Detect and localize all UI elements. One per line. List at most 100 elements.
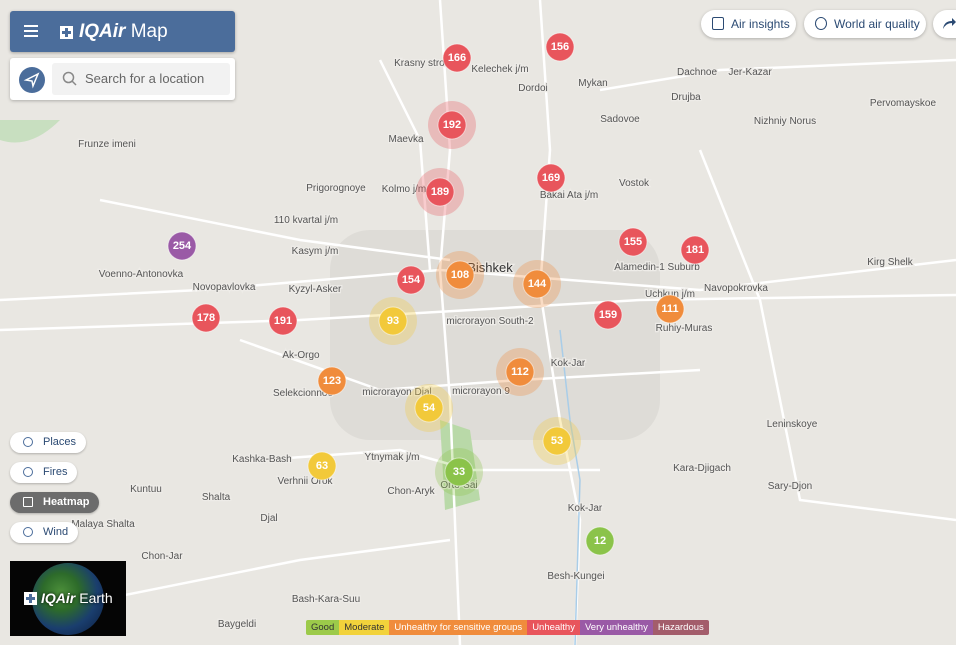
station-marker	[414, 393, 444, 423]
station-marker	[307, 451, 337, 481]
station-aqi: 159	[599, 309, 617, 321]
station[interactable]: 189	[416, 168, 464, 216]
stations: 166 156 192 189 169 254 155 181 154 108 144 178 191 9…	[167, 32, 710, 556]
station[interactable]: 53	[533, 417, 581, 465]
brand: IQAir	[41, 590, 76, 606]
wind-layer[interactable]: Wind	[10, 522, 79, 543]
station-aqi: 144	[528, 278, 547, 290]
place-label: Bash-Kara-Suu	[292, 594, 360, 605]
icon	[23, 497, 33, 507]
station[interactable]: 166	[442, 43, 472, 73]
station[interactable]: 93	[369, 297, 417, 345]
icon	[815, 17, 827, 30]
station-marker	[585, 526, 615, 556]
place-label: Djal	[260, 513, 277, 524]
station[interactable]: 112	[496, 348, 544, 396]
station[interactable]: 178	[191, 303, 221, 333]
icon	[23, 437, 33, 447]
station-aqi: 154	[402, 274, 421, 286]
station-aqi: 192	[443, 119, 461, 131]
place-label: Novopavlovka	[193, 282, 256, 293]
station-aqi: 111	[661, 303, 678, 315]
station-aqi: 12	[594, 535, 606, 547]
place-label: Kyzyl-Asker	[289, 284, 342, 295]
menu-button[interactable]	[24, 25, 38, 37]
station-marker	[437, 110, 467, 140]
station-marker	[268, 306, 298, 336]
world-air-quality-button[interactable]: World air quality	[804, 10, 926, 38]
places-layer[interactable]: Places	[10, 432, 87, 453]
place-label: Maevka	[388, 134, 423, 145]
station-marker	[542, 426, 572, 456]
place-label: Voenno-Antonovka	[99, 269, 184, 280]
place-label: Kasym j/m	[292, 246, 339, 257]
station-aqi: 166	[448, 52, 466, 64]
search-placeholder: Search for a location	[85, 71, 205, 86]
logo-icon	[60, 25, 73, 39]
river	[559, 329, 581, 645]
station-marker	[378, 306, 408, 336]
station[interactable]: 191	[268, 306, 298, 336]
legend-item: Hazardous	[652, 620, 709, 635]
station-marker	[444, 457, 474, 487]
station[interactable]: 155	[618, 227, 648, 257]
place-label: Prigorognoye	[306, 183, 366, 194]
station-marker	[618, 227, 648, 257]
station-marker	[545, 32, 575, 62]
station[interactable]: 254	[167, 231, 197, 261]
station-aqi: 108	[451, 269, 469, 281]
station[interactable]: 54	[405, 384, 453, 432]
place-label: Shalta	[202, 492, 231, 503]
station[interactable]: 144	[513, 260, 561, 308]
station-marker	[536, 163, 566, 193]
station-marker	[442, 43, 472, 73]
place-label: Ytnymak j/m	[364, 452, 419, 463]
earth-link[interactable]: IQAir Earth	[10, 561, 126, 636]
logo-icon	[24, 591, 37, 605]
station[interactable]: 154	[396, 265, 426, 295]
place-label: Kok-Jar	[568, 503, 603, 514]
place-label: Sadovoe	[600, 114, 640, 125]
place-label: Ruhiy-Muras	[656, 323, 713, 334]
legend-item: Good	[306, 620, 340, 635]
station-marker	[593, 300, 623, 330]
share-button[interactable]	[933, 10, 956, 38]
fires-layer[interactable]: Fires	[10, 462, 78, 483]
locate-button[interactable]	[19, 67, 45, 93]
place-label: Besh-Kungei	[547, 571, 604, 582]
station[interactable]: 159	[593, 300, 623, 330]
station[interactable]: 123	[317, 366, 347, 396]
station[interactable]: 63	[307, 451, 337, 481]
legend-item: Moderate	[339, 620, 390, 635]
earth-text: Earth	[79, 590, 113, 606]
heatmap-layer[interactable]: Heatmap	[10, 492, 100, 513]
station-aqi: 63	[316, 460, 328, 472]
title: Map	[130, 21, 168, 42]
air-insights-button[interactable]: Air insights	[701, 10, 796, 38]
station-aqi: 112	[511, 366, 529, 378]
station[interactable]: 33	[435, 448, 483, 496]
station[interactable]: 12	[585, 526, 615, 556]
station[interactable]: 156	[545, 32, 575, 62]
station[interactable]: 169	[536, 163, 566, 193]
place-label: Nizhniy Norus	[754, 116, 816, 127]
globe	[32, 563, 104, 635]
place-label: Kolmo j/m	[382, 184, 426, 195]
icon	[23, 527, 33, 537]
station-marker	[425, 177, 455, 207]
station[interactable]: 111	[655, 294, 685, 324]
button-label: Air insights	[731, 17, 790, 31]
share-icon	[943, 18, 956, 29]
station[interactable]: 108	[436, 251, 484, 299]
station[interactable]: 192	[428, 101, 476, 149]
logo[interactable]: IQAir Map	[60, 21, 168, 43]
search-input[interactable]: Search for a location	[52, 63, 230, 95]
station-marker	[655, 294, 685, 324]
legend-item: Unhealthy	[527, 620, 580, 635]
station[interactable]: 181	[680, 235, 710, 265]
station-aqi: 178	[197, 312, 215, 324]
place-label: Drujba	[671, 92, 701, 103]
